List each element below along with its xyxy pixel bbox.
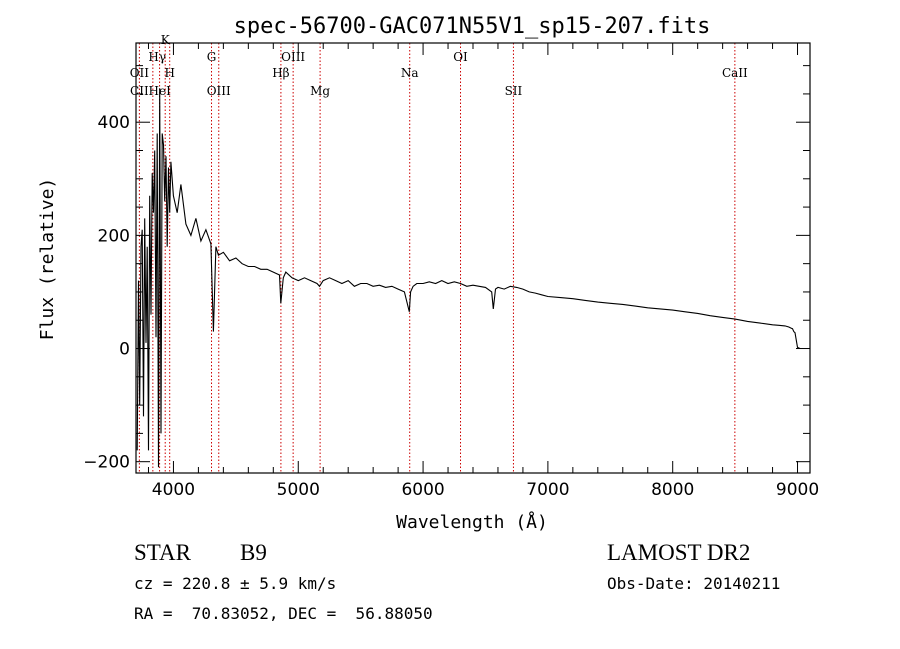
x-axis-label: Wavelength (Å) — [396, 511, 548, 533]
x-tick-label: 6000 — [401, 480, 444, 500]
spectral-line-label: CII — [130, 84, 149, 98]
x-tick-label: 5000 — [277, 480, 320, 500]
spectral-line-label: OIII — [207, 84, 231, 98]
spectral-line-label: Mg — [310, 84, 330, 98]
x-axis-ticks: 4000 5000 6000 7000 8000 9000 — [147, 43, 819, 500]
spectral-line-label: SII — [505, 84, 523, 98]
plot-frame — [135, 42, 811, 474]
spectral-line-label: OIII — [281, 50, 305, 64]
spectrum-line — [136, 88, 801, 468]
ra-dec-coordinates: RA = 70.83052, DEC = 56.88050 — [134, 604, 433, 623]
spectral-line-label: Hγ — [148, 50, 166, 64]
x-tick-label: 9000 — [776, 480, 819, 500]
chart-title: spec-56700-GAC071N55V1_sp15-207.fits — [234, 14, 711, 39]
y-tick-label: 400 — [98, 113, 130, 133]
x-tick-label: 4000 — [152, 480, 195, 500]
object-class: STAR — [134, 540, 191, 565]
spectral-line-markers — [138, 43, 736, 473]
redshift-value: cz = 220.8 ± 5.9 km/s — [134, 574, 337, 593]
x-tick-label: 7000 — [526, 480, 569, 500]
y-axis-ticks: −200 0 200 400 — [83, 65, 810, 473]
spectral-line-label: K — [161, 33, 171, 47]
y-tick-label: 200 — [98, 226, 130, 246]
spectral-line-label: OI — [453, 50, 468, 64]
observation-date: Obs-Date: 20140211 — [607, 574, 781, 593]
y-tick-label: 0 — [119, 340, 130, 360]
object-subclass: B9 — [240, 540, 267, 565]
spectral-line-label: Hβ — [272, 66, 289, 80]
y-tick-label: −200 — [83, 453, 130, 473]
x-tick-label: 8000 — [651, 480, 694, 500]
spectral-line-label: H — [164, 66, 174, 80]
y-axis-label: Flux (relative) — [37, 178, 58, 341]
spectral-line-label: Na — [401, 66, 419, 80]
spectral-line-label: CaII — [722, 66, 748, 80]
spectral-line-label: G — [207, 50, 217, 64]
survey-name: LAMOST DR2 — [607, 540, 751, 565]
spectral-line-label: OII — [130, 66, 150, 80]
